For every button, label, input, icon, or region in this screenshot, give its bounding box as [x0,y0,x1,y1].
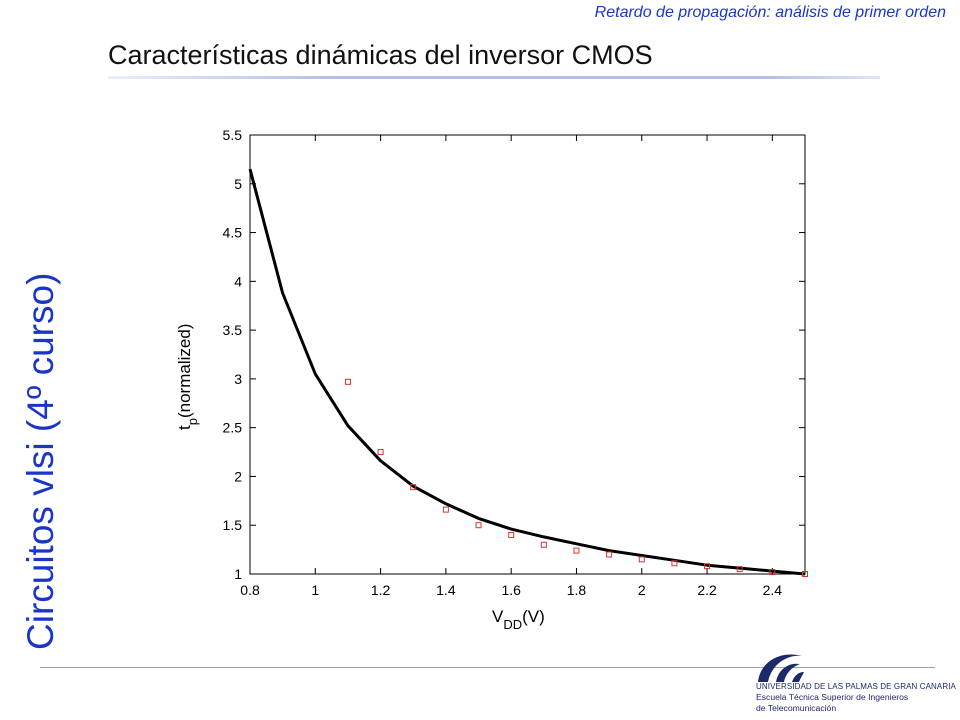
slide-title: Características dinámicas del inversor C… [108,40,653,70]
plot-frame [249,134,806,575]
x-tick-label: 1.8 [567,582,587,598]
x-tick-label: 1 [311,582,319,598]
university-logo-icon [758,654,804,682]
data-point-marker [377,449,384,456]
school-name-line1: Escuela Técnica Superior de Ingenieros [756,692,909,702]
series-line [248,168,806,576]
x-tick-label: 2 [638,582,646,598]
data-point-marker [508,531,515,538]
y-tick-label: 1 [234,566,242,582]
university-name: UNIVERSIDAD DE LAS PALMAS DE GRAN CANARI… [756,681,956,714]
footer-divider [40,667,935,668]
data-point-marker [573,547,580,554]
y-tick-label: 2 [234,468,242,484]
data-point-marker [606,551,613,558]
data-point-marker [802,571,808,577]
data-point-marker [671,560,678,567]
data-point-marker [442,506,449,513]
data-point-marker [540,541,547,548]
slide-subtitle: Retardo de propagación: análisis de prim… [594,4,946,21]
y-axis-label: tp(normalized) [175,324,200,430]
title-underline [108,76,880,79]
y-tick-label: 3.5 [223,322,243,338]
y-tick-label: 5 [234,176,242,192]
y-tick-label: 4.5 [223,225,243,241]
university-title: UNIVERSIDAD DE LAS PALMAS DE GRAN CANARI… [756,682,956,691]
data-point-marker [344,378,351,385]
x-tick-label: 1.2 [371,582,391,598]
y-tick-label: 5.5 [223,127,243,143]
data-point-marker [475,522,482,529]
school-name-line2: de Telecomunicación [756,703,837,713]
data-point-marker [704,563,711,570]
x-axis-label: VDD(V) [492,607,545,632]
y-tick-label: 2.5 [223,420,243,436]
y-tick-label: 3 [234,371,242,387]
x-tick-label: 1.4 [436,582,456,598]
x-tick-label: 2.2 [697,582,717,598]
data-point-marker [736,566,743,573]
y-tick-label: 1.5 [223,517,243,533]
data-point-marker [638,556,645,563]
x-tick-label: 2.4 [763,582,783,598]
data-point-marker [769,569,776,576]
x-tick-label: 1.6 [501,582,521,598]
data-point-marker [410,484,417,491]
x-tick-label: 0.8 [240,582,260,598]
y-tick-label: 4 [234,273,242,289]
